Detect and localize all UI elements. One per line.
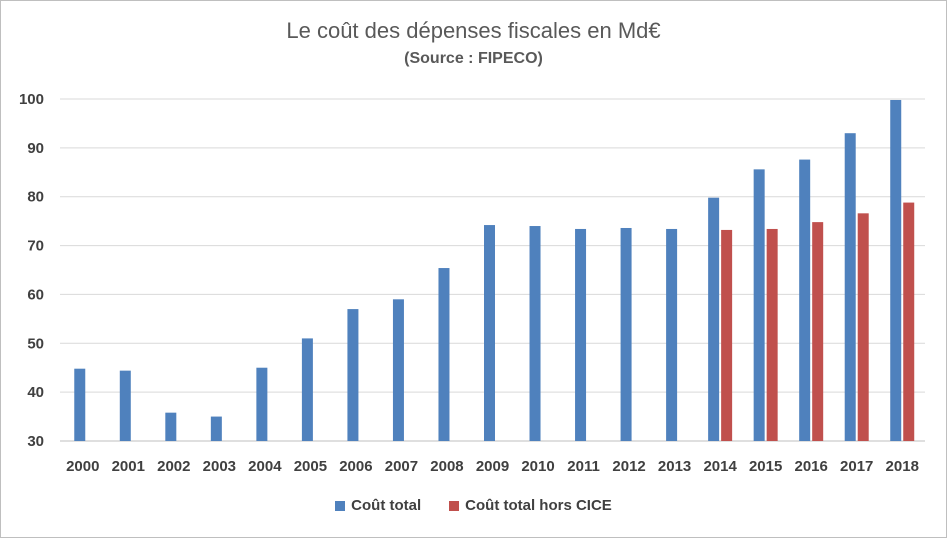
x-tick-label: 2001 xyxy=(112,458,145,475)
y-tick-label: 30 xyxy=(27,433,44,450)
legend-swatch-cout-total xyxy=(335,500,346,511)
bar-cout-total xyxy=(392,299,404,441)
x-tick-label: 2011 xyxy=(567,458,600,475)
x-tick-label: 2003 xyxy=(203,458,236,475)
chart-title: Le coût des dépenses fiscales en Md€ xyxy=(286,18,661,43)
y-tick-label: 60 xyxy=(27,286,44,303)
y-tick-label: 50 xyxy=(27,335,44,352)
bar-cout-total xyxy=(74,368,86,441)
y-tick-label: 70 xyxy=(27,238,44,255)
x-tick-label: 2014 xyxy=(703,458,737,475)
x-tick-label: 2002 xyxy=(157,458,190,475)
bar-cout-total xyxy=(666,228,678,441)
bar-cout-hors-cice xyxy=(766,228,778,441)
x-tick-label: 2016 xyxy=(794,458,827,475)
legend-label-cout-hors-cice: Coût total hors CICE xyxy=(465,497,612,514)
x-tick-label: 2010 xyxy=(521,458,554,475)
y-tick-label: 40 xyxy=(27,384,44,401)
bar-cout-total xyxy=(708,197,720,441)
x-tick-label: 2017 xyxy=(840,458,873,475)
legend-swatch-cout-hors-cice xyxy=(449,500,460,511)
bar-cout-total xyxy=(799,159,811,441)
bar-cout-total xyxy=(753,169,765,441)
bar-cout-total xyxy=(844,133,856,441)
bar-cout-hors-cice xyxy=(857,213,869,441)
legend-item-cout-hors-cice: Coût total hors CICE xyxy=(449,497,612,514)
bar-cout-total xyxy=(529,226,541,441)
x-tick-label: 2018 xyxy=(886,458,919,475)
bar-cout-total xyxy=(119,370,131,441)
x-tick-label: 2004 xyxy=(248,458,282,475)
x-tick-label: 2006 xyxy=(339,458,372,475)
x-tick-label: 2009 xyxy=(476,458,509,475)
chart-subtitle: (Source : FIPECO) xyxy=(404,50,543,67)
legend-item-cout-total: Coût total xyxy=(335,497,421,514)
bar-cout-hors-cice xyxy=(903,202,915,441)
bar-cout-total xyxy=(438,268,450,441)
bar-cout-total xyxy=(347,309,359,441)
legend-label-cout-total: Coût total xyxy=(351,497,422,514)
bar-cout-total xyxy=(210,416,222,441)
x-tick-label: 2013 xyxy=(658,458,691,475)
y-tick-label: 90 xyxy=(27,140,44,157)
x-tick-label: 2005 xyxy=(294,458,327,475)
bar-cout-total xyxy=(890,99,902,441)
x-tick-label: 2007 xyxy=(385,458,418,475)
legend: Coût total Coût total hors CICE xyxy=(0,497,947,514)
bar-cout-total xyxy=(301,338,313,441)
x-tick-label: 2000 xyxy=(66,458,99,475)
x-tick-label: 2008 xyxy=(430,458,463,475)
bar-cout-total xyxy=(165,412,177,441)
y-tick-label: 80 xyxy=(27,189,44,206)
bar-cout-total xyxy=(484,225,495,441)
bar-cout-hors-cice xyxy=(721,229,733,441)
bar-cout-hors-cice xyxy=(812,222,824,441)
x-tick-label: 2015 xyxy=(749,458,782,475)
bar-cout-total xyxy=(256,367,268,441)
x-tick-label: 2012 xyxy=(612,458,645,475)
bar-cout-total xyxy=(575,228,587,441)
bar-cout-total xyxy=(620,227,632,441)
y-tick-label: 100 xyxy=(19,91,44,108)
